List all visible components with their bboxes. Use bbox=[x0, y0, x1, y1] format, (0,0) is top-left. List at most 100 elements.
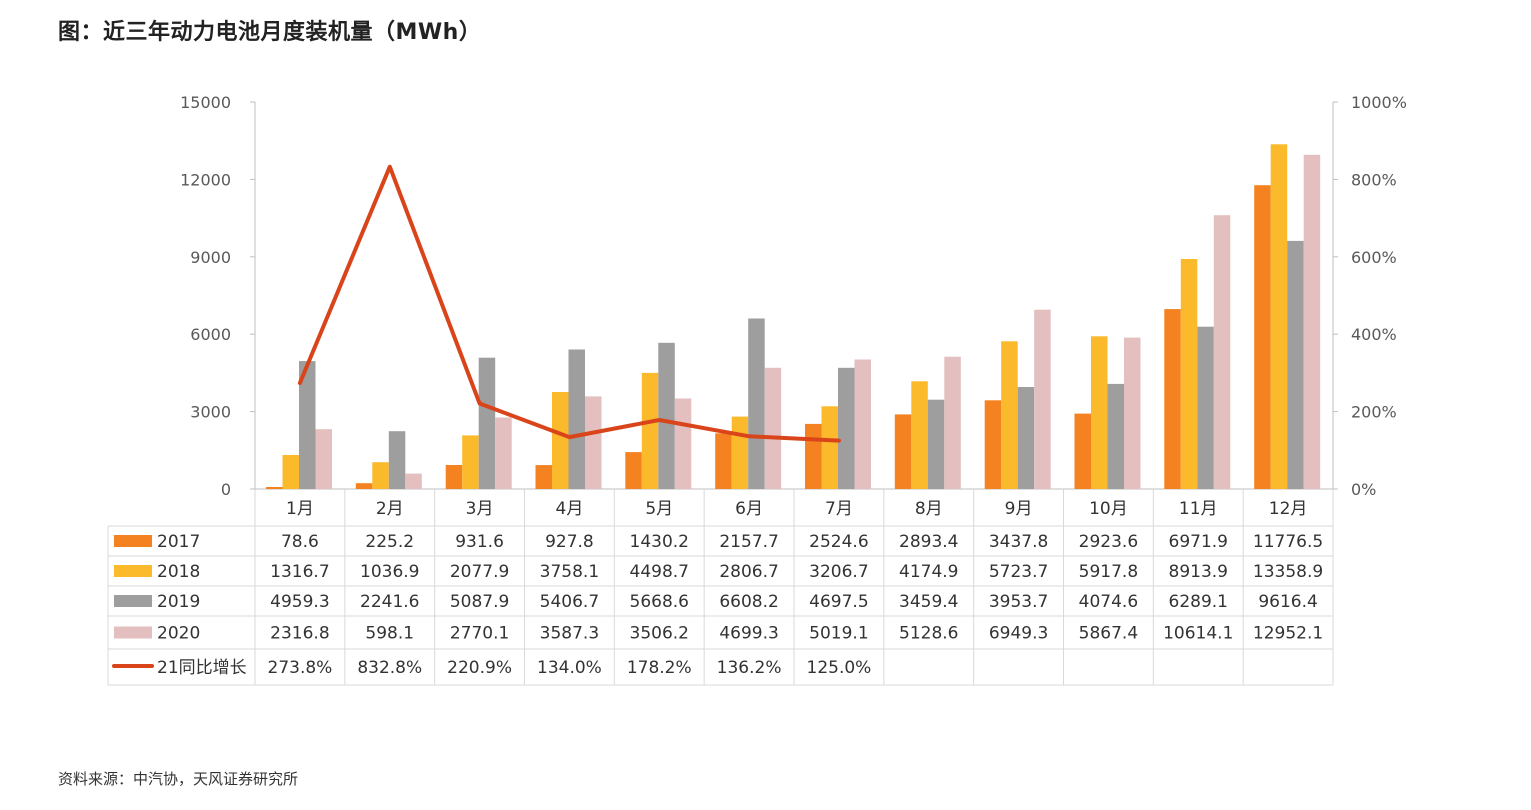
x-tick-label: 9月 bbox=[1005, 499, 1033, 519]
legend-label: 2019 bbox=[157, 592, 200, 612]
x-tick-label: 4月 bbox=[556, 499, 584, 519]
bar-2019-8月 bbox=[927, 399, 945, 489]
table-cell-value: 2893.4 bbox=[899, 532, 958, 552]
table-cell-value: 2077.9 bbox=[450, 562, 509, 582]
table-cell-value: 6949.3 bbox=[989, 624, 1048, 644]
bar-series bbox=[266, 144, 1321, 490]
y2-tick-label: 200% bbox=[1351, 403, 1397, 422]
data-table: 2017 78.6 225.2 931.6 927.8 1430.2 2157.7 2524.… bbox=[112, 532, 1323, 678]
table-cell-value: 2524.6 bbox=[809, 532, 868, 552]
x-tick-label: 10月 bbox=[1089, 499, 1128, 519]
table-cell-value: 2923.6 bbox=[1079, 532, 1138, 552]
x-tick-label: 8月 bbox=[915, 499, 943, 519]
y-tick-label: 9000 bbox=[190, 248, 231, 267]
table-cell-value: 2316.8 bbox=[270, 624, 329, 644]
table-cell-value: 78.6 bbox=[281, 532, 319, 552]
table-cell-value: 220.9% bbox=[447, 658, 512, 678]
growth-line bbox=[297, 164, 841, 443]
legend-label: 21同比增长 bbox=[157, 658, 247, 678]
bar-2019-7月 bbox=[838, 367, 855, 489]
bar-2020-8月 bbox=[944, 356, 961, 489]
table-cell-value: 2770.1 bbox=[450, 624, 509, 644]
table-cell-value: 10614.1 bbox=[1163, 624, 1233, 644]
table-cell-value: 832.8% bbox=[357, 658, 422, 678]
bar-2019-5月 bbox=[658, 342, 675, 489]
bar-2020-12月 bbox=[1303, 154, 1321, 490]
chart-title: 图：近三年动力电池月度装机量（MWh） bbox=[58, 20, 482, 45]
bar-2018-10月 bbox=[1091, 336, 1108, 489]
legend-label: 2020 bbox=[157, 624, 200, 644]
table-cell-value: 4699.3 bbox=[719, 624, 778, 644]
bar-2019-10月 bbox=[1107, 383, 1124, 489]
bar-2017-7月 bbox=[805, 423, 822, 489]
table-cell-value: 2241.6 bbox=[360, 592, 419, 612]
bar-2017-9月 bbox=[984, 400, 1002, 489]
bar-2019-12月 bbox=[1287, 240, 1304, 489]
bar-2018-8月 bbox=[911, 381, 928, 489]
bar-2017-1月 bbox=[266, 487, 283, 489]
bar-2020-3月 bbox=[495, 417, 512, 489]
y2-tick-label: 1000% bbox=[1351, 93, 1407, 112]
table-cell-value: 13358.9 bbox=[1253, 562, 1323, 582]
bar-2020-2月 bbox=[405, 473, 422, 489]
table-cell-value: 3206.7 bbox=[809, 562, 868, 582]
legend-swatch-2020 bbox=[114, 626, 152, 639]
bar-2018-5月 bbox=[641, 372, 659, 489]
y2-tick-label: 400% bbox=[1351, 325, 1397, 344]
bar-2019-2月 bbox=[388, 431, 406, 489]
table-cell-value: 11776.5 bbox=[1253, 532, 1323, 552]
bar-2017-2月 bbox=[355, 483, 373, 489]
table-cell-value: 9616.4 bbox=[1258, 592, 1317, 612]
bar-2020-9月 bbox=[1034, 309, 1051, 489]
table-cell-value: 598.1 bbox=[365, 624, 414, 644]
legend-swatch-2018 bbox=[114, 565, 152, 577]
table-cell-value: 2806.7 bbox=[719, 562, 778, 582]
table-cell-value: 4697.5 bbox=[809, 592, 868, 612]
table-cell-value: 5406.7 bbox=[540, 592, 599, 612]
bar-2017-4月 bbox=[535, 465, 552, 489]
table-cell-value: 6971.9 bbox=[1169, 532, 1228, 552]
x-tick-label: 11月 bbox=[1179, 499, 1218, 519]
bar-2019-11月 bbox=[1197, 326, 1214, 489]
table-cell-value: 4074.6 bbox=[1079, 592, 1138, 612]
table-cell-value: 3506.2 bbox=[630, 624, 689, 644]
bar-2020-4月 bbox=[585, 396, 602, 489]
x-tick-label: 2月 bbox=[376, 499, 404, 519]
bar-2017-3月 bbox=[445, 465, 463, 489]
bar-2020-11月 bbox=[1213, 215, 1231, 489]
bar-2018-12月 bbox=[1270, 144, 1288, 490]
table-cell-value: 6289.1 bbox=[1169, 592, 1228, 612]
table-cell-value: 1036.9 bbox=[360, 562, 419, 582]
bar-2017-12月 bbox=[1254, 185, 1271, 489]
y2-tick-label: 0% bbox=[1351, 480, 1376, 499]
bar-2017-5月 bbox=[625, 452, 642, 489]
table-cell-value: 927.8 bbox=[545, 532, 594, 552]
bar-2018-9月 bbox=[1001, 341, 1018, 489]
table-cell-value: 3459.4 bbox=[899, 592, 958, 612]
legend-label: 2018 bbox=[157, 562, 200, 582]
y-tick-label: 12000 bbox=[180, 170, 231, 189]
bar-2018-1月 bbox=[282, 455, 299, 489]
bar-2017-6月 bbox=[715, 433, 732, 489]
table-cell-value: 4959.3 bbox=[270, 592, 329, 612]
y-tick-label: 0 bbox=[221, 480, 231, 499]
table-cell-value: 3758.1 bbox=[540, 562, 599, 582]
bar-2020-1月 bbox=[315, 429, 332, 489]
line-series bbox=[297, 164, 841, 443]
bar-2018-2月 bbox=[372, 462, 389, 489]
bar-2018-6月 bbox=[731, 416, 749, 489]
x-tick-label: 1月 bbox=[286, 499, 314, 519]
table-cell-value: 5723.7 bbox=[989, 562, 1048, 582]
y2-tick-label: 800% bbox=[1351, 170, 1397, 189]
x-tick-label: 6月 bbox=[735, 499, 763, 519]
table-cell-value: 4174.9 bbox=[899, 562, 958, 582]
table-grid bbox=[107, 488, 1334, 686]
table-cell-value: 3953.7 bbox=[989, 592, 1048, 612]
bar-2017-8月 bbox=[894, 414, 912, 489]
table-cell-value: 8913.9 bbox=[1169, 562, 1228, 582]
legend-label: 2017 bbox=[157, 532, 200, 552]
table-cell-value: 5917.8 bbox=[1079, 562, 1138, 582]
table-cell-value: 125.0% bbox=[807, 658, 872, 678]
table-cell-value: 5668.6 bbox=[630, 592, 689, 612]
x-tick-label: 3月 bbox=[466, 499, 494, 519]
